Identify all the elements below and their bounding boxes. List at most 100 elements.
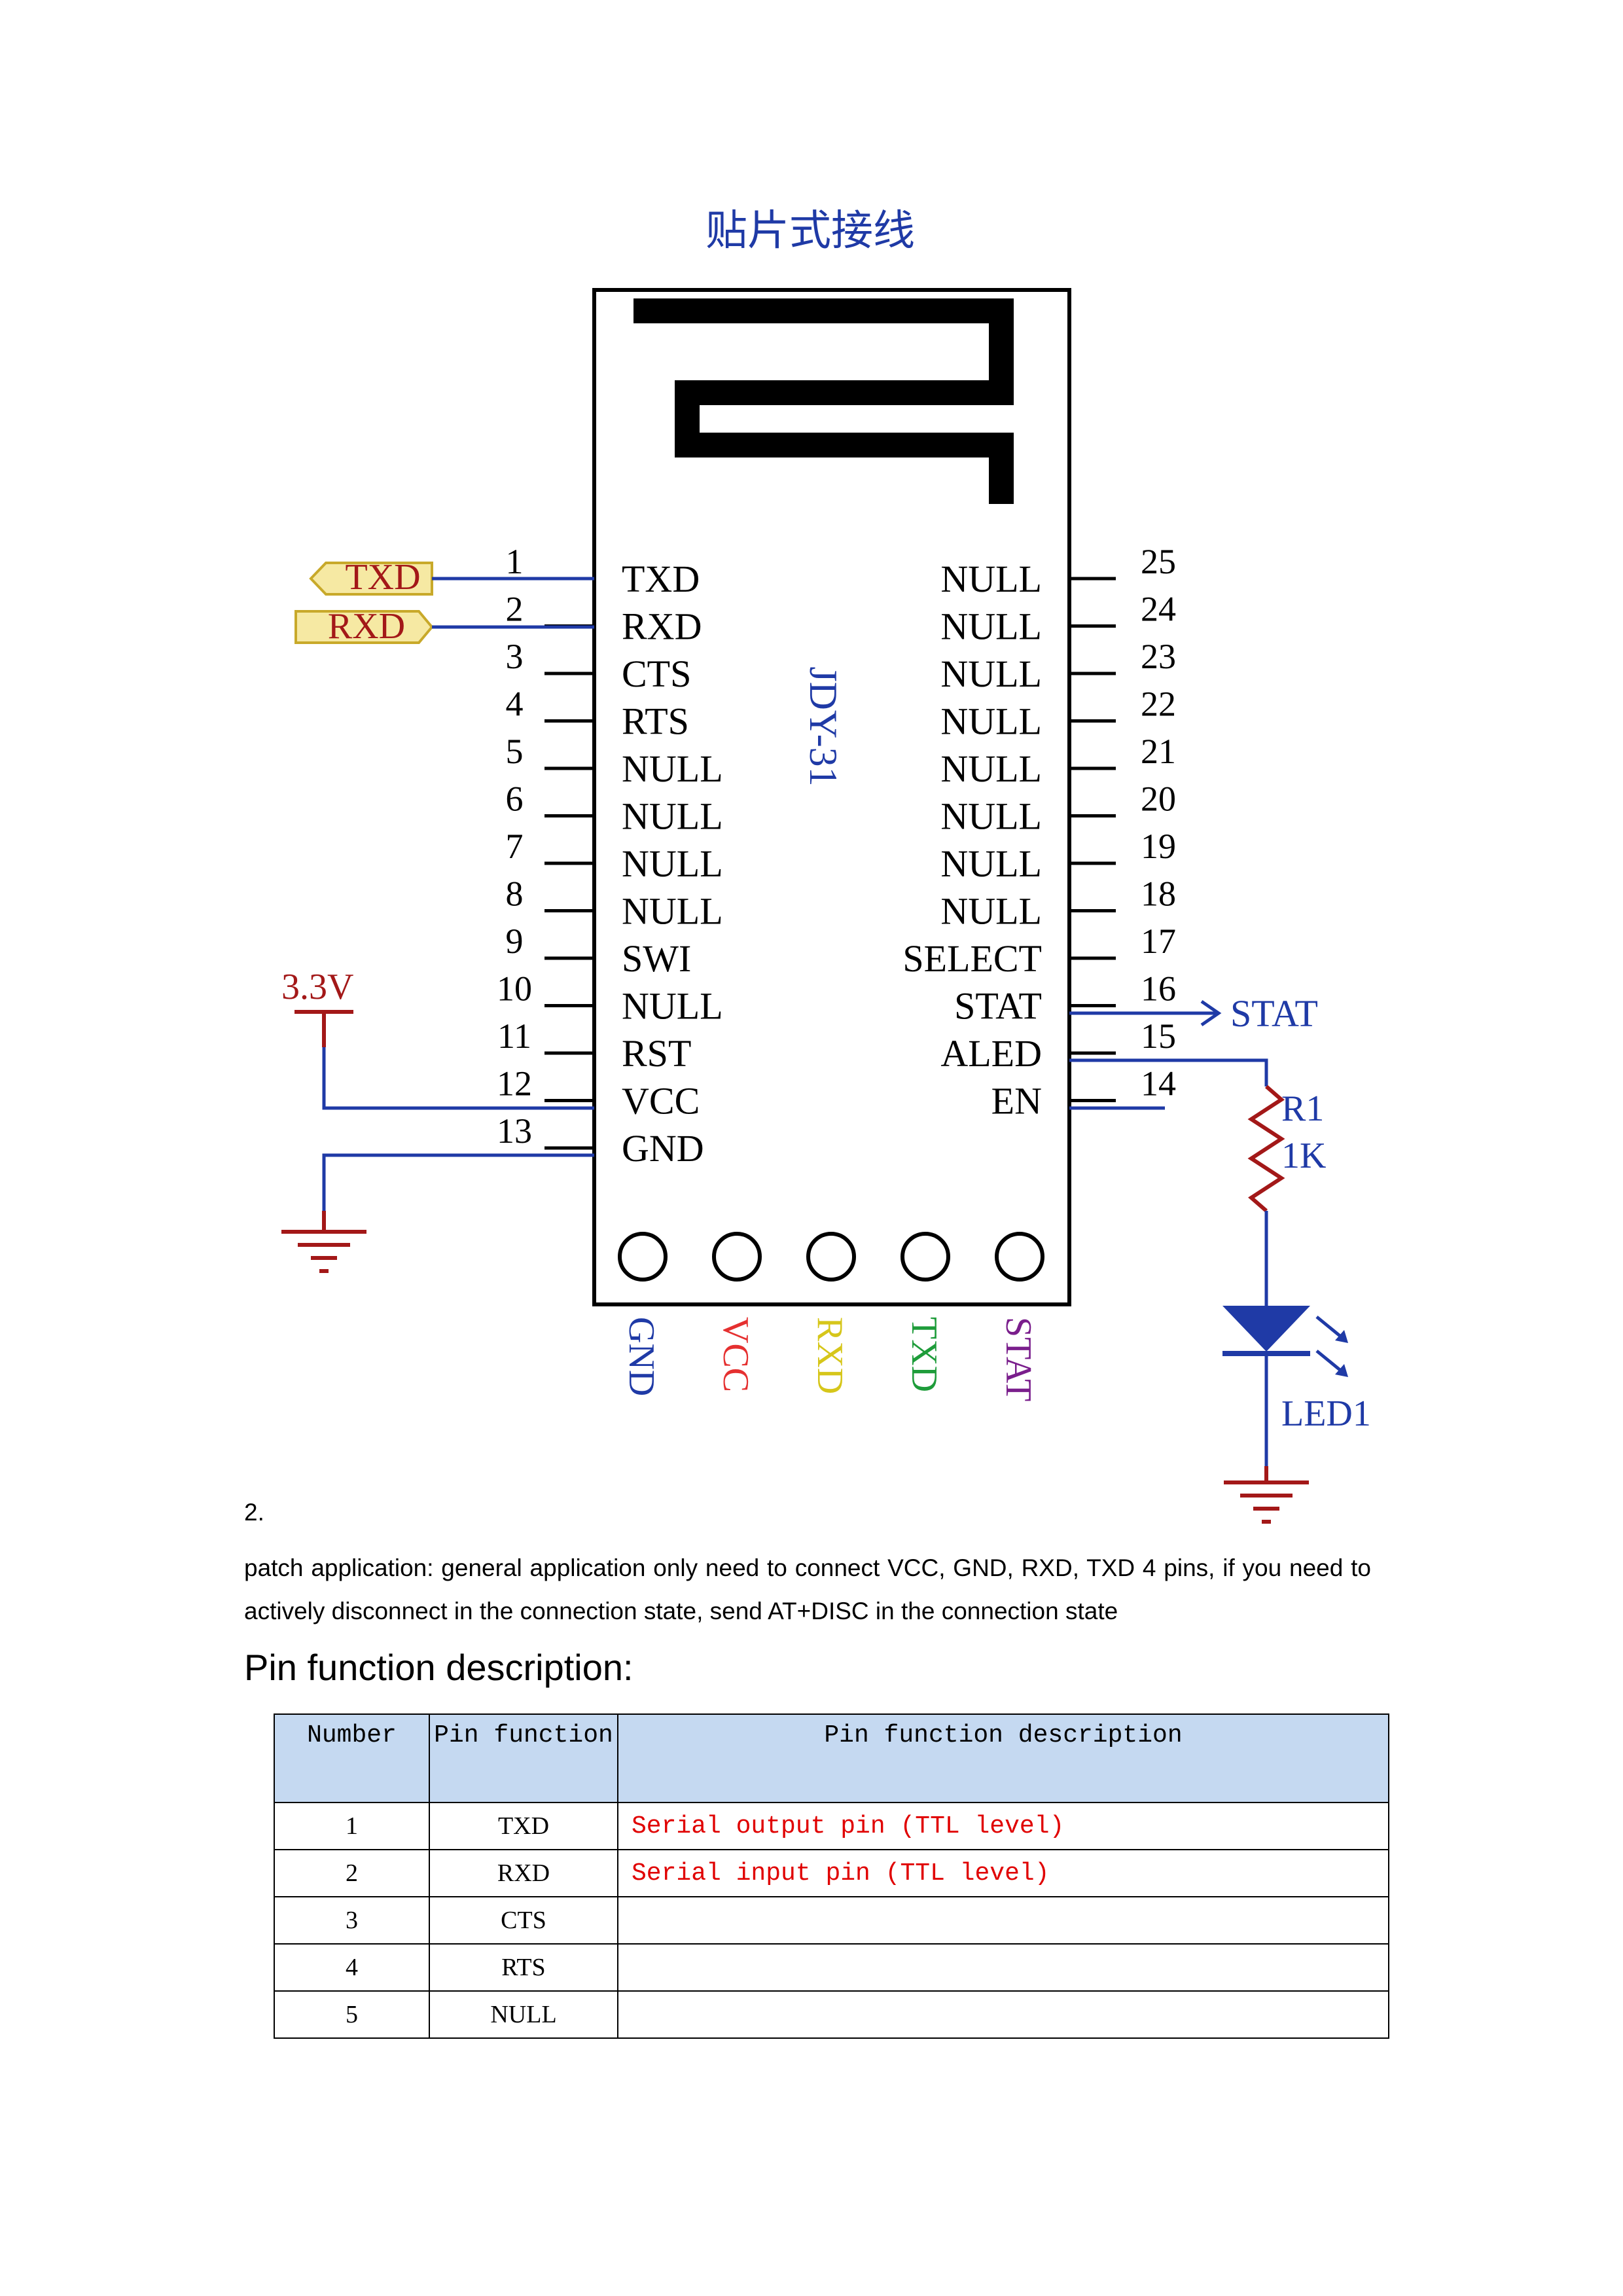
left-pin-name: VCC: [622, 1080, 700, 1122]
left-pin-number: 4: [506, 685, 524, 724]
bottom-pad-label: GND: [621, 1317, 662, 1396]
power-label: 3.3V: [281, 967, 353, 1007]
cell-number: 2: [274, 1849, 430, 1897]
right-pin-name: STAT: [954, 985, 1042, 1028]
left-pin-name: RST: [622, 1032, 691, 1075]
right-pin-number: 23: [1141, 637, 1176, 676]
left-pin-number: 6: [506, 780, 524, 819]
right-pin-number: 15: [1141, 1016, 1176, 1056]
cell-description: [617, 1896, 1389, 1945]
bottom-pad-label: RXD: [810, 1317, 850, 1394]
left-pin-number: 9: [506, 922, 524, 961]
cell-number: 1: [274, 1802, 430, 1850]
right-pin-name: NULL: [940, 605, 1042, 648]
right-pin-number: 21: [1141, 732, 1176, 771]
left-pin-name: NULL: [622, 890, 723, 933]
right-pin-number: 14: [1141, 1064, 1176, 1103]
module-name: JDY-31: [802, 666, 845, 786]
table-row: 3 CTS: [274, 1896, 1389, 1945]
bottom-pad: [712, 1232, 762, 1282]
right-pin-name: NULL: [940, 747, 1042, 790]
left-pin-name: NULL: [622, 985, 723, 1028]
antenna-trace: [633, 298, 1014, 504]
wiring-diagram: 贴片式接线 JDY-31 1 TXD 2 RXD 3 CTS 4 RTS 5 NULL 6 NULL 7…: [281, 207, 1371, 1524]
cell-pin-function: TXD: [429, 1802, 618, 1850]
right-pin-name: NULL: [940, 795, 1042, 838]
table-header-row: Number Pin function Pin function descrip…: [274, 1713, 1389, 1803]
bottom-pad: [806, 1232, 856, 1282]
vcc-wire: [322, 1047, 594, 1110]
led-ref: LED1: [1281, 1393, 1371, 1434]
left-pin-number: 12: [497, 1064, 532, 1103]
cell-description: Serial output pin (TTL level): [617, 1802, 1389, 1850]
stat-arrow-icon: [1200, 999, 1222, 1027]
section-number: 2.: [244, 1499, 264, 1526]
table-row: 4 RTS: [274, 1943, 1389, 1992]
cell-pin-function: CTS: [429, 1896, 618, 1945]
bottom-pad-label: TXD: [904, 1317, 944, 1392]
right-pin-name: NULL: [940, 700, 1042, 743]
resistor-value: 1K: [1281, 1136, 1326, 1176]
txd-net-label: TXD: [345, 557, 420, 598]
right-pin-name: NULL: [940, 653, 1042, 695]
right-pin-name: ALED: [940, 1032, 1042, 1075]
right-pin-number: 18: [1141, 874, 1176, 914]
right-pin-group: 25 NULL 24 NULL 23 NULL 22 NULL 21 NULL 20 NULL 19 NU…: [902, 542, 1176, 1122]
rxd-net-flag: [294, 610, 434, 644]
cell-pin-function: NULL: [429, 1990, 618, 2039]
pin-function-table: Number Pin function Pin function descrip…: [274, 1713, 1389, 2039]
right-pin-name: NULL: [940, 890, 1042, 933]
led-symbol: [1222, 1306, 1310, 1352]
right-pin-number: 22: [1141, 685, 1176, 724]
resistor-symbol: [1247, 1085, 1285, 1213]
left-pin-number: 1: [506, 542, 524, 581]
left-pin-number: 7: [506, 827, 524, 866]
header-pin-function: Pin function: [429, 1713, 618, 1803]
left-pin-number: 3: [506, 637, 524, 676]
left-pin-number: 8: [506, 874, 524, 914]
left-pin-name: NULL: [622, 747, 723, 790]
left-pin-name: GND: [622, 1127, 704, 1170]
left-pin-name: CTS: [622, 653, 691, 695]
right-pin-name: SELECT: [902, 937, 1042, 980]
right-pin-name: NULL: [940, 558, 1042, 600]
bottom-pad: [901, 1232, 950, 1282]
pin-function-heading: Pin function description:: [244, 1647, 633, 1688]
left-pin-name: TXD: [622, 558, 700, 600]
cell-pin-function: RTS: [429, 1943, 618, 1992]
left-pin-number: 13: [497, 1111, 532, 1151]
right-pin-number: 19: [1141, 827, 1176, 866]
diagram-title: 贴片式接线: [705, 207, 915, 254]
cell-number: 5: [274, 1990, 430, 2039]
cell-description: [617, 1990, 1389, 2039]
led-ray-2-head: [1335, 1364, 1348, 1377]
left-pin-number: 5: [506, 732, 524, 771]
led-ray-1-head: [1335, 1330, 1348, 1343]
stat-net-label: STAT: [1230, 992, 1318, 1035]
right-pin-name: EN: [991, 1080, 1042, 1122]
cell-number: 4: [274, 1943, 430, 1992]
cell-description: [617, 1943, 1389, 1992]
header-number: Number: [274, 1713, 430, 1803]
table-row: 2 RXD Serial input pin (TTL level): [274, 1849, 1389, 1897]
module-body: [592, 288, 1071, 1306]
right-pin-number: 24: [1141, 590, 1176, 629]
left-pin-group: 1 TXD 2 RXD 3 CTS 4 RTS 5 NULL 6 NULL 7 NULL 8 NULL 9 SWI…: [497, 542, 723, 1170]
bottom-pad-label: VCC: [715, 1317, 756, 1392]
aled-wire: [1069, 1058, 1268, 1086]
header-description: Pin function description: [617, 1713, 1389, 1803]
right-pin-name: NULL: [940, 842, 1042, 885]
left-pin-name: NULL: [622, 795, 723, 838]
table-row: 1 TXD Serial output pin (TTL level): [274, 1802, 1389, 1850]
bottom-pin-group: GND VCC RXD TXD STAT: [618, 1232, 1044, 1401]
bottom-pad: [995, 1232, 1044, 1282]
right-pin-number: 25: [1141, 542, 1176, 581]
bottom-pad-label: STAT: [998, 1317, 1039, 1401]
left-pin-number: 10: [497, 969, 532, 1009]
left-pin-name: RTS: [622, 700, 689, 743]
right-pin-number: 20: [1141, 780, 1176, 819]
cell-pin-function: RXD: [429, 1849, 618, 1897]
left-pin-name: NULL: [622, 842, 723, 885]
left-pin-name: RXD: [622, 605, 702, 648]
left-pin-number: 2: [506, 590, 524, 629]
